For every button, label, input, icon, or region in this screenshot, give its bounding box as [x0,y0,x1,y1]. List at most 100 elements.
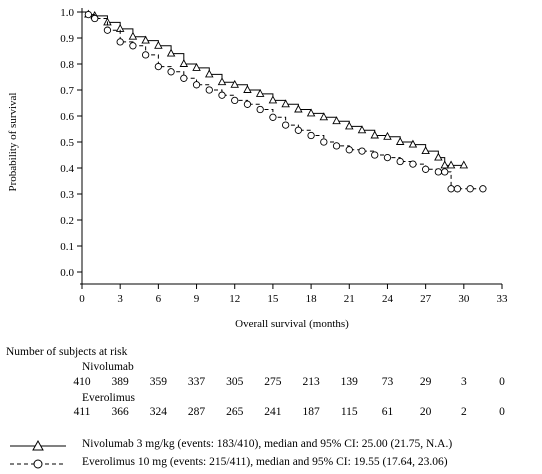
censor-marker-circle [243,100,252,108]
risk-count: 305 [226,376,244,388]
censor-marker-circle [409,160,417,168]
censor-marker-circle [307,131,315,140]
censor-marker-triangle [370,130,379,139]
censor-marker-circle [383,153,392,162]
y-tick-label: 0.9 [60,33,74,45]
y-tick-label: 0.8 [60,59,74,71]
censor-marker-circle [453,185,462,193]
x-tick-label: 3 [117,293,123,305]
x-tick-label: 24 [382,293,394,305]
censor-marker-triangle [395,137,405,145]
censor-marker-circle [269,113,277,121]
risk-count: 0 [499,376,505,388]
censor-marker-circle [294,126,303,134]
censor-marker-circle [256,105,264,114]
axes: 0.0 0.1 0.2 0.3 0.4 0.5 0.6 0.7 0.8 0.9 1.0 0 3 6 9 12 1… [60,7,508,305]
risk-count: 29 [419,376,432,388]
censor-marker-circle [358,147,366,155]
censor-marker-circle [371,151,379,159]
censor-marker-triangle [128,31,138,40]
censor-marker-triangle [205,69,214,78]
risk-group-label-nivolumab: Nivolumab [82,361,134,373]
y-tick-label: 0.1 [60,241,74,253]
y-tick-label: 0.4 [60,163,74,175]
risk-count: 287 [187,406,206,418]
censor-marker-triangle [421,146,430,155]
legend-swatch-circle [10,459,66,469]
y-tick-label: 0.6 [60,111,74,123]
risk-count: 20 [419,406,432,418]
censor-marker-circle [91,14,99,23]
censor-marker-circle [167,68,175,76]
censor-marker-circle [129,42,137,50]
risk-count: 366 [111,406,129,418]
legend-item-everolimus: Everolimus 10 mg (events: 215/411), medi… [0,456,542,472]
risk-table-title: Number of subjects at risk [6,346,128,358]
risk-count: 73 [381,376,394,388]
censor-marker-triangle [440,160,449,169]
censor-marker-circle [154,62,163,71]
y-tick-label: 0.5 [60,137,74,149]
censor-marker-circle [84,10,93,19]
x-tick-label: 0 [79,293,85,305]
x-tick-label: 30 [458,293,470,305]
risk-count: 265 [226,406,244,418]
risk-count: 410 [73,376,91,388]
legend-swatch-triangle [10,439,66,451]
legend-item-nivolumab: Nivolumab 3 mg/kg (events: 183/410), med… [0,438,542,454]
censor-marker-triangle [255,88,265,97]
y-tick-label: 0.3 [60,189,74,201]
risk-count: 275 [264,376,282,388]
risk-count: 337 [187,376,206,388]
risk-count: 411 [73,406,91,418]
y-tick-label: 1.0 [60,7,74,19]
censor-marker-triangle [332,116,341,125]
censor-marker-circle [466,185,474,193]
y-tick-label: 0.0 [60,267,74,279]
censor-marker-circle [447,185,455,193]
censor-marker-triangle [281,99,290,108]
censor-marker-triangle [294,104,303,113]
censor-marker-circle [231,96,239,105]
censor-marker-triangle [306,108,316,117]
y-tick-label: 0.7 [60,85,74,97]
risk-count: 324 [149,406,167,418]
risk-count: 213 [302,376,320,388]
censor-marker-triangle [357,125,367,134]
x-tick-label: 9 [194,293,200,305]
survival-curves [82,9,487,193]
risk-count: 0 [499,406,505,418]
risk-count: 241 [264,406,282,418]
risk-count: 2 [460,406,467,418]
x-tick-label: 12 [229,293,240,305]
censor-marker-circle [141,51,150,59]
censor-marker-circle [479,185,487,193]
censor-marker-circle [281,121,290,129]
censor-marker-triangle [459,160,469,169]
censor-marker-triangle [243,85,252,93]
risk-count: 115 [340,406,358,418]
censor-marker-circle [116,38,124,46]
censor-marker-circle [205,86,213,94]
censor-marker-circle [320,138,328,146]
legend-text-everolimus: Everolimus 10 mg (events: 215/411), medi… [82,456,448,468]
censor-marker-circle [192,81,201,89]
censor-marker-circle [103,26,112,34]
risk-count: 389 [111,376,129,388]
censor-marker-triangle [179,59,189,67]
x-tick-label: 6 [156,293,162,305]
censor-marker-triangle [192,62,201,71]
censor-marker-circle [396,157,404,166]
series-line-nivolumab [82,11,464,166]
censor-marker-circle [180,74,188,82]
censor-marker-triangle [408,139,418,148]
censor-marker-circle [332,142,341,150]
censor-marker-circle [441,168,449,176]
censor-marker-triangle [141,35,150,44]
x-tick-label: 21 [344,293,355,305]
y-axis-label: Probability of survival [7,93,19,192]
censor-marker-triangle [345,121,354,130]
censor-marker-circle [218,91,226,99]
censor-marker-circle [421,165,430,173]
